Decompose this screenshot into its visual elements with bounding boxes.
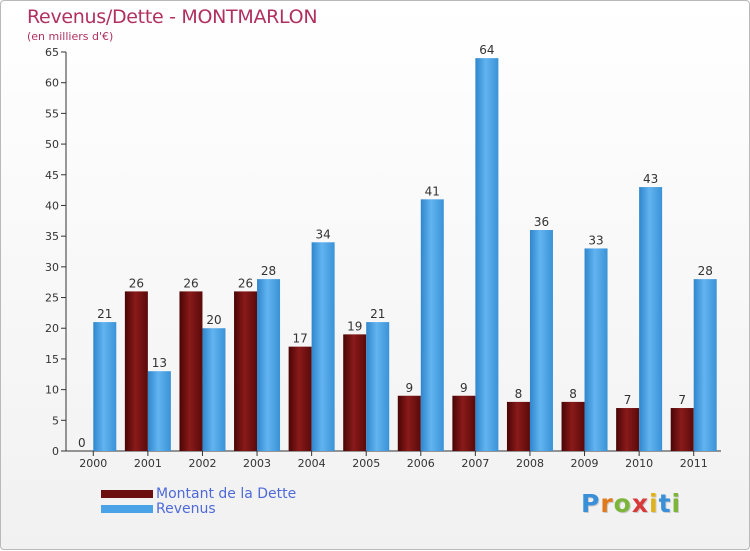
data-label-revenue: 21 bbox=[97, 307, 112, 321]
y-tick-label: 55 bbox=[45, 107, 59, 120]
chart-bars bbox=[93, 58, 717, 452]
legend-swatch-revenue bbox=[101, 505, 153, 513]
data-label-debt: 26 bbox=[129, 276, 144, 290]
bar-revenue bbox=[93, 322, 117, 451]
bar-debt bbox=[343, 334, 367, 451]
bar-revenue bbox=[257, 279, 281, 451]
bar-revenue bbox=[693, 279, 717, 451]
y-tick-label: 60 bbox=[45, 77, 59, 90]
logo-letter: x bbox=[631, 489, 649, 518]
bar-debt bbox=[616, 408, 640, 451]
y-tick-label: 65 bbox=[45, 46, 59, 59]
x-tick-label: 2010 bbox=[625, 457, 653, 470]
x-tick-label: 2011 bbox=[680, 457, 708, 470]
data-label-revenue: 20 bbox=[206, 313, 221, 327]
logo-letter: o bbox=[613, 489, 632, 518]
data-label-debt: 7 bbox=[678, 393, 686, 407]
bar-debt bbox=[397, 395, 421, 451]
chart-subtitle: (en milliers d'€) bbox=[27, 30, 114, 43]
bar-debt bbox=[234, 291, 258, 451]
data-label-revenue: 36 bbox=[534, 215, 549, 229]
chart-labels: 0 21 26 13 26 20 26 28 17 34 19 21 9 41 9 64 8 36 8 33 7 43 7 2… bbox=[78, 43, 713, 450]
x-tick-label: 2002 bbox=[188, 457, 216, 470]
data-label-debt: 9 bbox=[460, 381, 468, 395]
chart-title: Revenus/Dette - MONTMARLON bbox=[27, 6, 318, 28]
bar-debt bbox=[288, 346, 312, 451]
data-label-debt: 7 bbox=[624, 393, 632, 407]
x-tick-label: 2004 bbox=[298, 457, 326, 470]
data-label-revenue: 28 bbox=[261, 264, 276, 278]
bar-revenue bbox=[366, 322, 390, 451]
legend-label-debt: Montant de la Dette bbox=[156, 486, 297, 502]
y-tick-label: 20 bbox=[45, 322, 59, 335]
legend-label-revenue: Revenus bbox=[156, 501, 216, 517]
data-label-debt: 17 bbox=[292, 332, 307, 346]
data-label-debt: 0 bbox=[78, 436, 86, 450]
data-label-debt: 9 bbox=[405, 381, 413, 395]
y-tick-label: 50 bbox=[45, 138, 59, 151]
bar-revenue bbox=[202, 328, 226, 451]
y-tick-label: 30 bbox=[45, 261, 59, 274]
x-tick-label: 2008 bbox=[516, 457, 544, 470]
y-tick-label: 0 bbox=[52, 445, 59, 458]
bar-revenue bbox=[529, 230, 553, 451]
chart-axes: 0 5 10 15 20 25 30 35 40 45 50 55 60 65 2000 2001 2002 20… bbox=[45, 46, 721, 470]
bar-revenue bbox=[311, 242, 335, 451]
bar-debt bbox=[179, 291, 203, 451]
data-label-revenue: 21 bbox=[370, 307, 385, 321]
bar-revenue bbox=[475, 58, 499, 452]
data-label-revenue: 34 bbox=[315, 227, 330, 241]
legend-swatch-debt bbox=[101, 490, 153, 498]
x-tick-label: 2006 bbox=[407, 457, 435, 470]
data-label-revenue: 28 bbox=[698, 264, 713, 278]
data-label-revenue: 43 bbox=[643, 172, 658, 186]
data-label-debt: 26 bbox=[183, 276, 198, 290]
bar-revenue bbox=[420, 199, 444, 451]
bar-debt bbox=[561, 401, 585, 451]
data-label-revenue: 64 bbox=[479, 43, 494, 57]
proxiti-logo: Proxiti bbox=[581, 489, 681, 518]
bar-debt bbox=[670, 408, 694, 451]
data-label-revenue: 13 bbox=[152, 356, 167, 370]
y-tick-label: 10 bbox=[45, 384, 59, 397]
y-tick-label: 40 bbox=[45, 199, 59, 212]
x-tick-label: 2000 bbox=[79, 457, 107, 470]
x-tick-label: 2007 bbox=[461, 457, 489, 470]
y-tick-label: 15 bbox=[45, 353, 59, 366]
logo-letter: i bbox=[671, 489, 682, 518]
bar-revenue bbox=[147, 371, 171, 451]
bar-debt bbox=[506, 401, 530, 451]
y-tick-label: 35 bbox=[45, 230, 59, 243]
x-tick-label: 2003 bbox=[243, 457, 271, 470]
x-tick-label: 2001 bbox=[134, 457, 162, 470]
bar-debt bbox=[124, 291, 148, 451]
y-tick-label: 45 bbox=[45, 169, 59, 182]
x-tick-label: 2009 bbox=[571, 457, 599, 470]
y-tick-label: 25 bbox=[45, 292, 59, 305]
logo-letter: t bbox=[658, 489, 672, 518]
data-label-revenue: 33 bbox=[588, 233, 603, 247]
data-label-debt: 8 bbox=[569, 387, 577, 401]
y-tick-label: 5 bbox=[52, 414, 59, 427]
bar-debt bbox=[452, 395, 476, 451]
data-label-debt: 8 bbox=[515, 387, 523, 401]
data-label-debt: 19 bbox=[347, 319, 362, 333]
data-label-revenue: 41 bbox=[425, 184, 440, 198]
logo-letter: i bbox=[649, 489, 659, 518]
logo-letter: P bbox=[581, 489, 601, 518]
logo-letter: r bbox=[600, 489, 614, 518]
bar-revenue bbox=[584, 248, 608, 451]
data-label-debt: 26 bbox=[238, 276, 253, 290]
x-tick-label: 2005 bbox=[352, 457, 380, 470]
bar-revenue bbox=[639, 187, 663, 452]
